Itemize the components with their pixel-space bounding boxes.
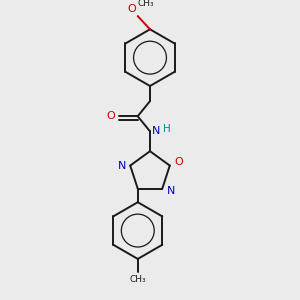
- Text: N: N: [118, 160, 126, 171]
- Text: O: O: [128, 4, 136, 14]
- Text: CH₃: CH₃: [130, 275, 146, 284]
- Text: N: N: [167, 186, 175, 196]
- Text: O: O: [174, 157, 183, 167]
- Text: H: H: [163, 124, 171, 134]
- Text: CH₃: CH₃: [138, 0, 154, 8]
- Text: N: N: [152, 126, 160, 136]
- Text: O: O: [106, 111, 115, 121]
